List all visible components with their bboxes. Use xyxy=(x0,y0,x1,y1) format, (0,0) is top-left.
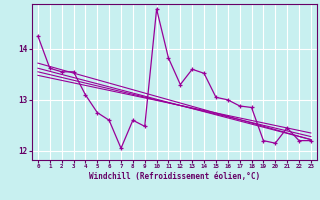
X-axis label: Windchill (Refroidissement éolien,°C): Windchill (Refroidissement éolien,°C) xyxy=(89,172,260,181)
